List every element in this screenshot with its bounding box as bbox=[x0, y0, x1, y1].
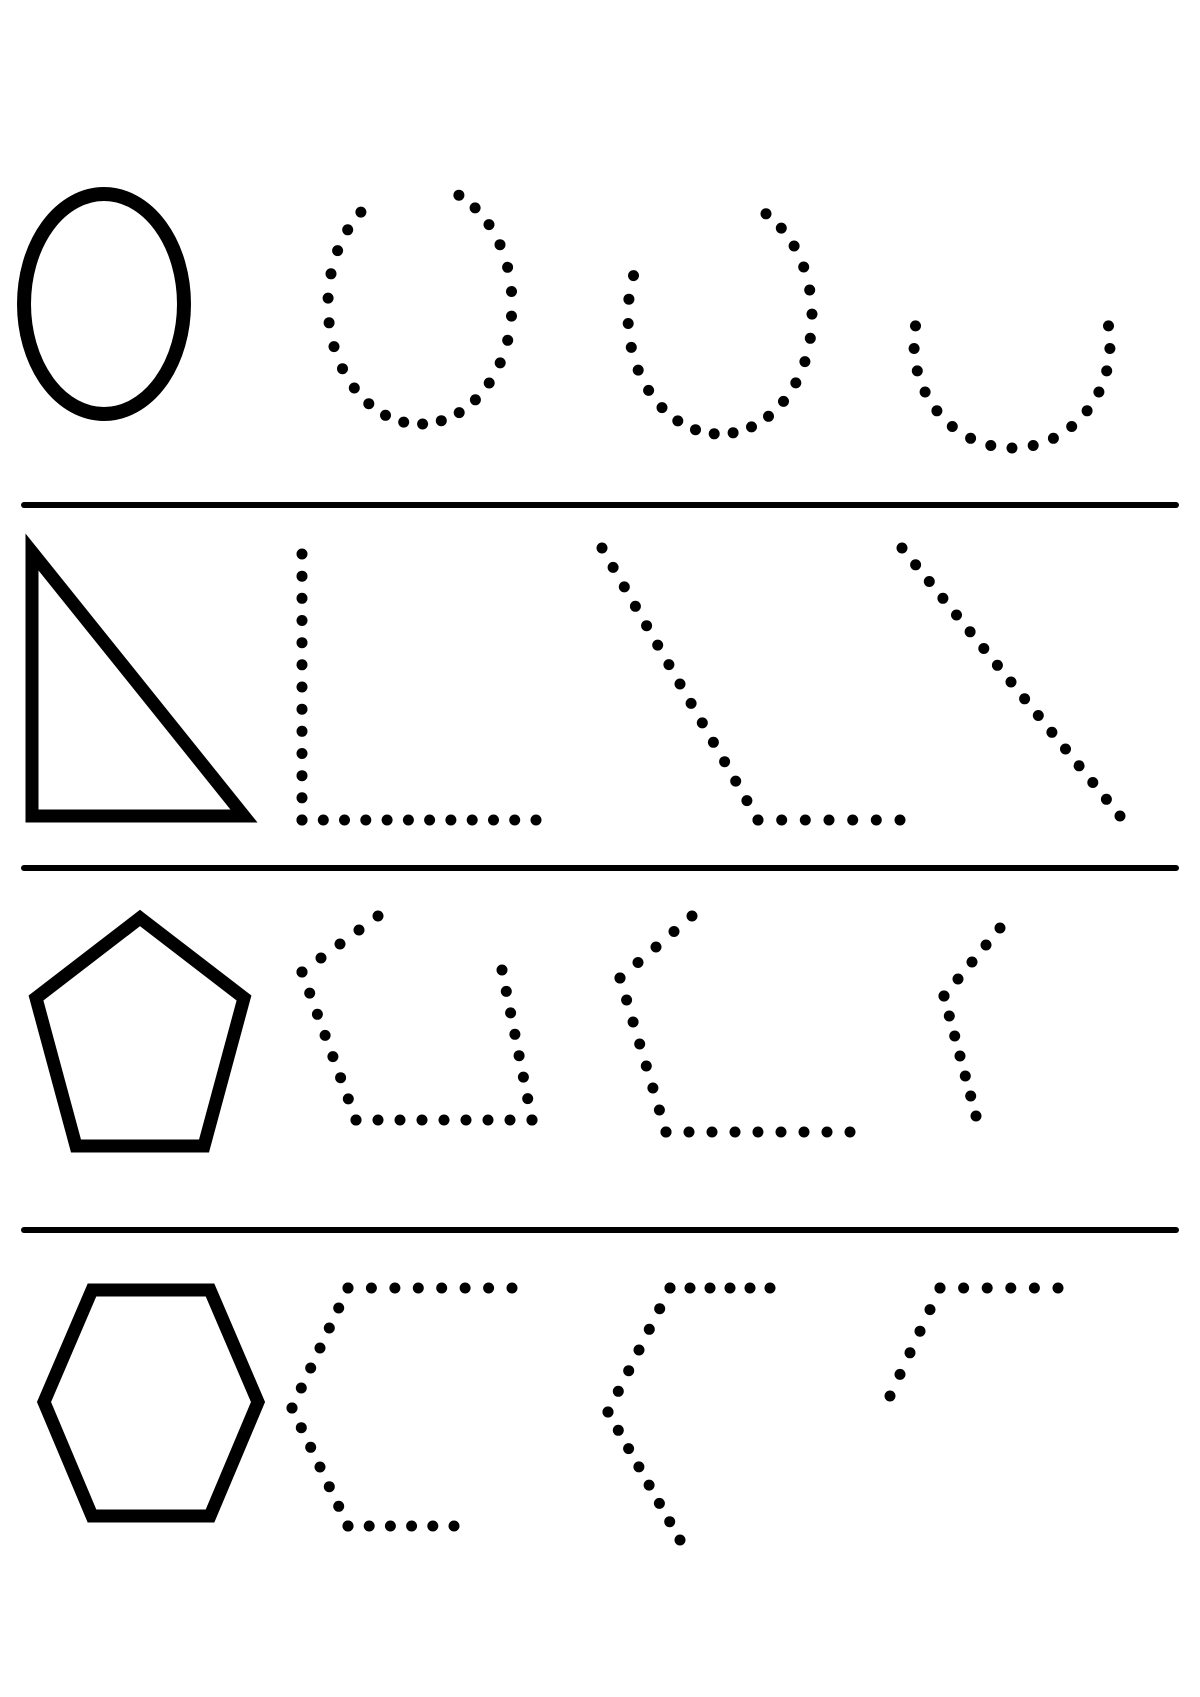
worksheet-page bbox=[0, 0, 1200, 1697]
triangle-trace-2 bbox=[597, 543, 906, 826]
oval-trace-1 bbox=[323, 190, 517, 430]
triangle-solid bbox=[32, 552, 244, 816]
triangle-trace-3 bbox=[897, 543, 1126, 822]
worksheet-canvas bbox=[0, 0, 1200, 1697]
row-hexagon bbox=[44, 1283, 1064, 1546]
row-pentagon bbox=[36, 911, 1006, 1147]
pentagon-trace-2 bbox=[615, 911, 856, 1138]
hexagon-solid bbox=[44, 1290, 258, 1516]
pentagon-trace-3 bbox=[939, 923, 1006, 1122]
row-oval bbox=[24, 190, 1115, 454]
pentagon-trace-1 bbox=[297, 911, 538, 1126]
triangle-trace-1 bbox=[297, 549, 542, 826]
oval-trace-3 bbox=[909, 320, 1116, 453]
hexagon-trace-1 bbox=[287, 1283, 518, 1532]
oval-solid bbox=[24, 194, 184, 414]
row-triangle bbox=[32, 543, 1126, 826]
hexagon-trace-3 bbox=[885, 1283, 1064, 1402]
dividers bbox=[24, 505, 1176, 1230]
pentagon-solid bbox=[36, 918, 244, 1146]
oval-trace-2 bbox=[623, 208, 818, 439]
hexagon-trace-2 bbox=[603, 1283, 776, 1546]
